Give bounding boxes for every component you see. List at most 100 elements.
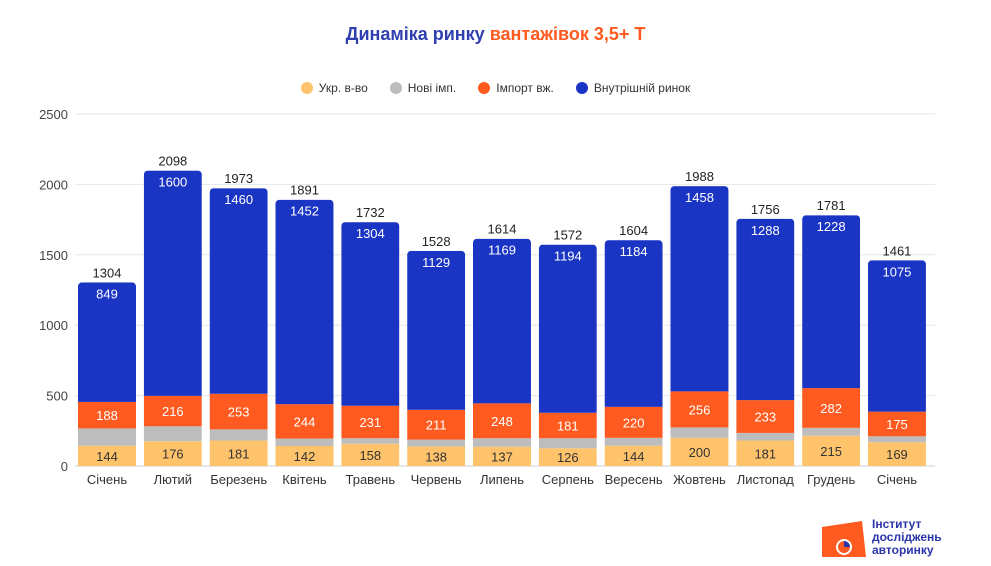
bar-segment bbox=[867, 442, 926, 466]
bar-segment bbox=[604, 240, 663, 407]
total-label: 1572 bbox=[553, 228, 582, 243]
total-label: 1988 bbox=[685, 169, 714, 184]
bar-segment bbox=[143, 426, 202, 442]
x-tick-label: Лютий bbox=[154, 472, 192, 487]
data-label: 1169 bbox=[488, 243, 516, 258]
bar-segment bbox=[209, 429, 268, 441]
data-label: 849 bbox=[96, 286, 118, 301]
legend-label: Нові імп. bbox=[407, 81, 457, 95]
legend-swatch bbox=[389, 82, 402, 94]
data-label: 181 bbox=[228, 446, 250, 461]
bar-segment bbox=[802, 215, 861, 389]
total-label: 1604 bbox=[619, 223, 648, 238]
x-tick-label: Вересень bbox=[605, 472, 663, 487]
logo-line-2: досліджень bbox=[872, 530, 942, 544]
data-label: 158 bbox=[359, 448, 381, 463]
total-label: 1732 bbox=[356, 205, 385, 220]
bar-segment bbox=[604, 445, 663, 466]
legend-label: Внутрішній ринок bbox=[593, 81, 691, 95]
x-tick-label: Липень bbox=[480, 472, 524, 487]
bar-segment bbox=[209, 440, 268, 466]
y-tick-label: 2500 bbox=[39, 107, 68, 122]
bar-segment bbox=[538, 438, 597, 449]
data-label: 1228 bbox=[817, 219, 846, 234]
data-label: 231 bbox=[359, 415, 381, 430]
data-label: 126 bbox=[557, 450, 579, 465]
bar-segment bbox=[736, 400, 795, 433]
bar-segment bbox=[209, 188, 268, 394]
total-label: 2098 bbox=[158, 154, 187, 169]
bar-segment bbox=[867, 411, 926, 437]
legend-swatch bbox=[300, 82, 313, 94]
x-tick-label: Червень bbox=[411, 472, 462, 487]
data-label: 215 bbox=[820, 444, 842, 459]
data-label: 138 bbox=[425, 449, 447, 464]
x-tick-label: Травень bbox=[346, 472, 396, 487]
bar-segment bbox=[472, 403, 531, 439]
data-label: 1458 bbox=[685, 190, 714, 205]
bar-segment bbox=[78, 282, 136, 402]
logo: Інститут досліджень авторинку bbox=[820, 515, 970, 560]
bar-segment bbox=[78, 401, 136, 429]
logo-line-3: авторинку bbox=[872, 543, 934, 557]
bar-segment bbox=[341, 222, 400, 406]
data-label: 253 bbox=[228, 405, 250, 420]
data-label: 1304 bbox=[356, 226, 385, 241]
bar-segment bbox=[407, 446, 466, 466]
data-label: 144 bbox=[623, 449, 645, 464]
data-label: 1288 bbox=[751, 223, 780, 238]
bar-segment bbox=[867, 436, 926, 443]
total-label: 1781 bbox=[817, 198, 846, 213]
y-tick-label: 500 bbox=[46, 389, 68, 404]
bar-segment bbox=[736, 440, 795, 466]
bar-segment bbox=[472, 438, 531, 447]
data-label: 1075 bbox=[882, 264, 911, 279]
data-label: 220 bbox=[623, 415, 645, 430]
bar-segment bbox=[670, 391, 729, 428]
data-label: 1184 bbox=[620, 244, 648, 259]
bar-segment bbox=[275, 438, 334, 447]
total-label: 1614 bbox=[488, 222, 517, 237]
y-tick-label: 1000 bbox=[39, 318, 68, 333]
bar-segment bbox=[407, 439, 466, 447]
y-tick-label: 2000 bbox=[39, 177, 68, 192]
bar-segment bbox=[341, 443, 400, 466]
data-label: 1460 bbox=[224, 192, 253, 207]
data-label: 142 bbox=[294, 449, 316, 464]
logo-truck-icon bbox=[822, 521, 866, 557]
bar-segment bbox=[538, 244, 597, 413]
data-label: 216 bbox=[162, 404, 184, 419]
data-label: 1600 bbox=[158, 175, 187, 190]
bar-segment bbox=[670, 186, 729, 392]
data-label: 200 bbox=[689, 445, 711, 460]
bar-segment bbox=[802, 435, 861, 466]
data-label: 169 bbox=[886, 447, 908, 462]
bar-segment bbox=[341, 405, 400, 439]
data-label: 181 bbox=[557, 419, 579, 434]
data-label: 188 bbox=[96, 408, 118, 423]
bar-segment bbox=[275, 199, 334, 405]
legend: Укр. в-во Нові імп. Імпорт вж. Внутрішній р… bbox=[0, 81, 991, 95]
x-tick-label: Листопад bbox=[737, 472, 795, 487]
legend-item: Нові імп. bbox=[389, 81, 457, 95]
bar-segment bbox=[78, 445, 136, 466]
data-label: 175 bbox=[886, 417, 908, 432]
bar-segment bbox=[407, 250, 466, 410]
bar-segment bbox=[538, 448, 597, 466]
legend-swatch bbox=[478, 82, 491, 94]
bar-segment bbox=[802, 388, 861, 428]
data-label: 233 bbox=[754, 410, 776, 425]
bar-segment bbox=[472, 446, 531, 466]
bar-segment bbox=[275, 404, 334, 439]
bar-segment bbox=[143, 441, 202, 466]
total-label: 1891 bbox=[290, 183, 319, 198]
bar-segment bbox=[670, 437, 729, 466]
legend-label: Імпорт вж. bbox=[496, 81, 554, 95]
bar-segment bbox=[802, 427, 861, 436]
bar-segment bbox=[472, 238, 531, 404]
title-part-1: Динаміка ринку bbox=[345, 24, 485, 44]
x-tick-label: Квітень bbox=[282, 472, 327, 487]
legend-item: Імпорт вж. bbox=[478, 81, 554, 95]
x-tick-label: Грудень bbox=[807, 472, 855, 487]
